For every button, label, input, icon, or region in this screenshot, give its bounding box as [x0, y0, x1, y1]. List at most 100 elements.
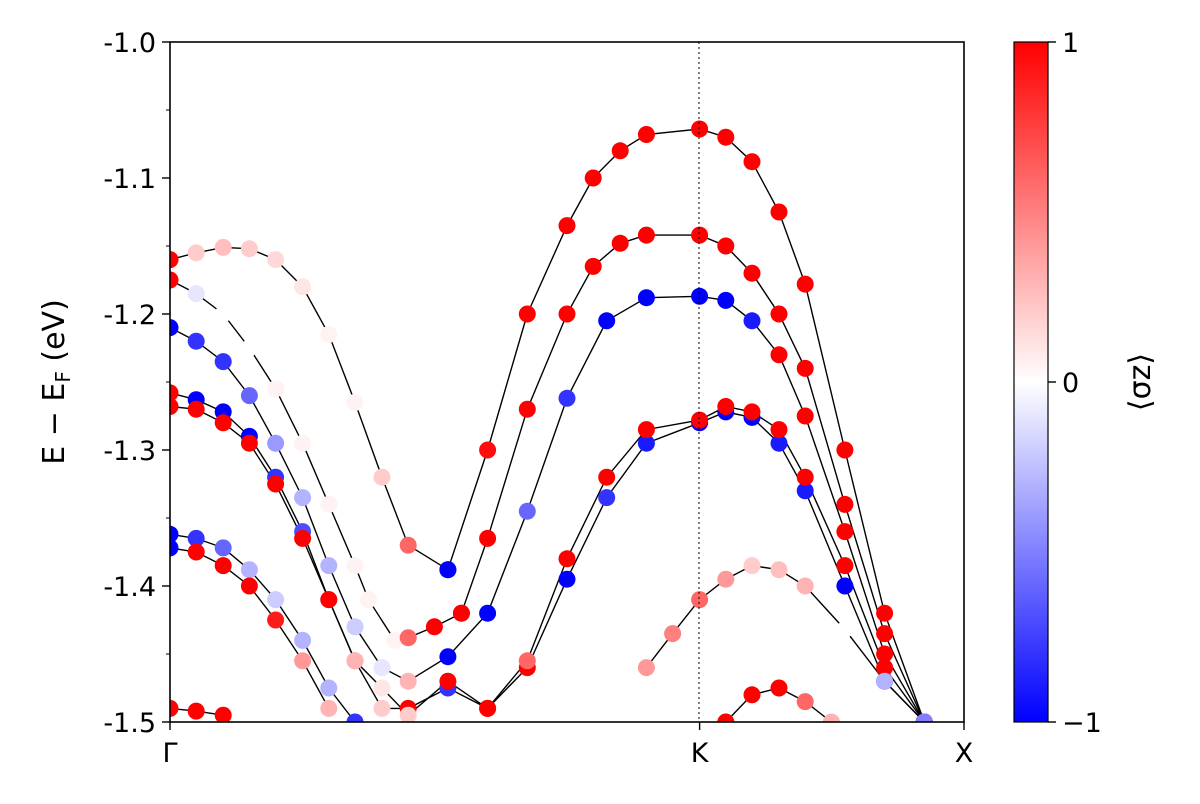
spin-point: [822, 713, 840, 722]
spin-point: [399, 672, 417, 690]
y-tick-label: -1.0: [103, 28, 156, 59]
spin-point: [743, 264, 761, 282]
spin-point: [399, 536, 417, 554]
spin-point: [240, 577, 258, 595]
spin-point: [518, 502, 536, 520]
spin-point: [717, 291, 735, 309]
spin-point: [796, 577, 814, 595]
x-tick-label: K: [691, 738, 710, 769]
spin-point: [518, 652, 536, 670]
spin-point: [796, 693, 814, 711]
spin-point: [267, 591, 285, 609]
spin-point: [187, 332, 205, 350]
spin-point: [170, 699, 179, 717]
spin-point: [294, 529, 312, 547]
spin-point: [836, 621, 854, 638]
spin-point: [637, 126, 655, 143]
spin-point: [346, 713, 364, 722]
y-axis-label-main: E − E: [37, 383, 72, 465]
y-axis-label: E − EF (eV): [37, 299, 75, 465]
spin-point: [267, 475, 285, 493]
spin-point: [170, 398, 179, 415]
spin-point: [598, 312, 616, 330]
spin-point: [214, 539, 232, 557]
spin-point: [170, 319, 179, 337]
spin-point: [876, 625, 894, 643]
colorbar-label: ⟨σz⟩: [1123, 353, 1158, 411]
spin-point: [294, 278, 312, 296]
spin-point: [598, 489, 616, 507]
spin-point: [518, 400, 536, 418]
spin-point: [294, 434, 312, 452]
spin-point: [796, 359, 814, 377]
spin-point: [558, 570, 576, 588]
spin-point: [915, 713, 933, 722]
colorbar-tick-label: 0: [1062, 368, 1079, 399]
spin-point: [479, 529, 497, 547]
spin-point: [439, 648, 457, 666]
spin-point: [267, 380, 285, 398]
spin-point: [637, 289, 655, 307]
spin-point: [425, 618, 443, 636]
spin-point: [770, 305, 788, 323]
spin-point: [373, 468, 391, 486]
spin-point: [743, 686, 761, 704]
colorbar-ticks: 1 0 −1: [1048, 28, 1102, 739]
spin-point: [717, 570, 735, 588]
spin-point: [346, 618, 364, 636]
y-axis-ticks: -1.0 -1.1 -1.2 -1.3 -1.4 -1.5: [103, 28, 170, 739]
spin-point: [320, 699, 338, 717]
spin-point: [479, 699, 497, 717]
band-line-0: [170, 246, 449, 571]
spin-point: [346, 557, 364, 575]
spin-point: [452, 604, 470, 622]
spin-point: [346, 393, 364, 411]
spin-point: [558, 389, 576, 407]
spin-point: [770, 203, 788, 221]
spin-point: [479, 441, 497, 459]
spin-point: [836, 495, 854, 513]
spin-point: [796, 275, 814, 293]
spin-point: [836, 523, 854, 541]
y-tick-label: -1.3: [103, 436, 156, 467]
spin-point: [743, 153, 761, 171]
spin-point: [770, 679, 788, 697]
spin-point: [836, 577, 854, 595]
band-line-2: [170, 279, 462, 642]
spin-point: [876, 659, 894, 677]
spin-point: [558, 550, 576, 568]
spin-point: [558, 217, 576, 235]
spin-point: [214, 414, 232, 432]
spin-point: [214, 238, 232, 256]
spin-point: [170, 525, 179, 543]
spin-point: [691, 120, 709, 138]
spin-point: [479, 604, 497, 622]
spin-point: [170, 271, 179, 289]
spin-point: [691, 411, 709, 429]
spin-point: [214, 305, 232, 323]
spin-point: [876, 672, 894, 690]
colorbar: [1013, 41, 1049, 723]
spin-point: [796, 468, 814, 486]
spin-point: [240, 339, 258, 357]
spin-point: [439, 561, 457, 579]
spin-point: [743, 312, 761, 330]
spin-point: [170, 384, 179, 402]
spin-point: [743, 403, 761, 421]
spin-point: [584, 169, 602, 187]
spin-point: [611, 234, 629, 252]
spin-point: [360, 591, 377, 609]
spin-point: [836, 557, 854, 575]
band-line-1: [447, 128, 925, 722]
spin-point: [214, 353, 232, 371]
spin-point: [876, 604, 894, 622]
spin-point: [717, 128, 735, 146]
spin-point: [439, 672, 457, 690]
colorbar-tick-label: −1: [1062, 708, 1102, 739]
spin-point: [611, 142, 629, 160]
spin-point: [294, 652, 312, 670]
spin-point: [240, 387, 258, 405]
y-tick-label: -1.5: [103, 708, 156, 739]
